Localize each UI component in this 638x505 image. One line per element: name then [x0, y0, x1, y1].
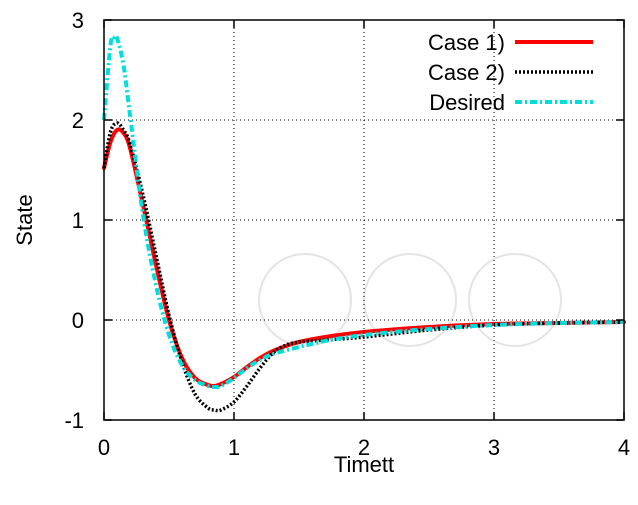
x-tick-label: 1 [228, 435, 240, 460]
series-line-1 [102, 127, 626, 389]
grid [104, 20, 624, 420]
y-tick-label: 1 [72, 208, 84, 233]
y-tick-label: 3 [72, 8, 84, 33]
legend-label: Case 1) [428, 30, 505, 55]
series-layer [102, 33, 626, 413]
x-axis-title: Timett [334, 452, 394, 477]
watermark [258, 253, 562, 347]
watermark-shape [468, 253, 562, 347]
x-tick-label: 0 [98, 435, 110, 460]
legend-label: Desired [429, 90, 505, 115]
watermark-shape [258, 253, 352, 347]
y-tick-label: 0 [72, 308, 84, 333]
series-line-3 [102, 33, 625, 390]
legend-label: Case 2) [428, 60, 505, 85]
legend: Case 1) Case 2) Desired [428, 30, 593, 115]
y-axis-title: State [12, 194, 37, 245]
axis-ticks: 0 1 2 3 4 -1 0 1 2 3 [64, 8, 630, 460]
x-tick-label: 4 [618, 435, 630, 460]
y-tick-label: 2 [72, 108, 84, 133]
x-tick-label: 3 [488, 435, 500, 460]
x-tick-label: 2 [358, 435, 370, 460]
y-tick-label: -1 [64, 408, 84, 433]
series-line-2 [102, 121, 625, 413]
